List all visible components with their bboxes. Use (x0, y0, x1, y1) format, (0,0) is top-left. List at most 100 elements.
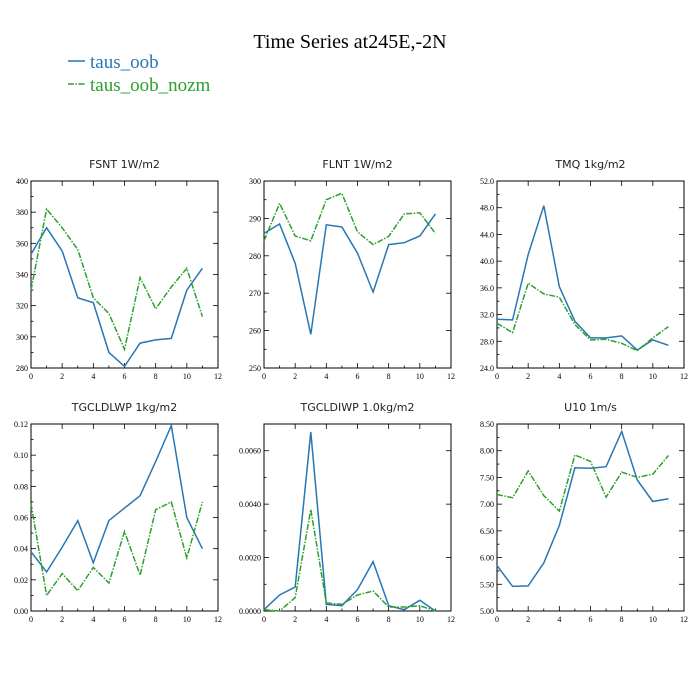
panel-4: TGCLDLWP 1kg/m2 0 2 4 6 8 10 12 0.00 0.02 0.04 0.06… (14, 401, 222, 624)
x-tick-label: 0 (29, 372, 33, 381)
panel-5: TGCLDIWP 1.0kg/m2 0 2 4 6 8 10 12 0.0000 0.0020 0.… (239, 401, 455, 624)
x-tick-label: 10 (183, 615, 191, 624)
series-line-taus-oob (263, 431, 436, 612)
panel-3: TMQ 1kg/m2 0 2 4 6 8 10 12 24.0 28.0 32.0 36.0 40.0 4… (480, 158, 688, 381)
x-tick-label: 12 (680, 615, 688, 624)
x-tick-label: 10 (183, 372, 191, 381)
y-tick-label: 0.04 (14, 545, 28, 554)
x-tick-label: 0 (262, 372, 266, 381)
figure-title: Time Series at245E,-2N (253, 31, 446, 53)
x-tick-label: 8 (387, 615, 391, 624)
series-line-taus-oob (496, 205, 669, 351)
x-tick-label: 6 (123, 372, 127, 381)
x-tick-label: 0 (29, 615, 33, 624)
y-tick-label: 44.0 (480, 230, 494, 239)
x-tick-label: 2 (60, 615, 64, 624)
y-tick-label: 5.00 (480, 607, 494, 616)
y-tick-label: 0.0060 (239, 447, 261, 456)
y-tick-label: 300 (249, 177, 261, 186)
panel-6: U10 1m/s 0 2 4 6 8 10 12 5.00 5.50 6.00 6.50 7.00 7.5… (480, 401, 688, 624)
y-tick-label: 260 (249, 327, 261, 336)
plot-frame (263, 423, 452, 612)
y-tick-label: 0.0020 (239, 554, 261, 563)
x-tick-label: 0 (495, 615, 499, 624)
y-tick-label: 290 (249, 214, 261, 223)
panel-title: FSNT 1W/m2 (89, 158, 160, 171)
series-line-taus-oob-nozm (496, 453, 669, 513)
panel-title: TGCLDLWP 1kg/m2 (71, 401, 177, 414)
y-tick-label: 250 (249, 364, 261, 373)
y-tick-label: 6.50 (480, 527, 494, 536)
plot-frame (30, 180, 219, 369)
y-tick-label: 0.08 (14, 482, 28, 491)
y-tick-label: 5.50 (480, 580, 494, 589)
x-tick-label: 12 (214, 372, 222, 381)
y-tick-label: 7.50 (480, 473, 494, 482)
y-tick-label: 270 (249, 289, 261, 298)
x-tick-label: 10 (649, 372, 657, 381)
y-tick-label: 380 (16, 208, 28, 217)
x-tick-label: 6 (589, 615, 593, 624)
series-line-taus-oob (30, 226, 204, 368)
x-tick-label: 0 (495, 372, 499, 381)
y-tick-label: 52.0 (480, 177, 494, 186)
y-tick-label: 0.0040 (239, 500, 261, 509)
y-tick-label: 36.0 (480, 284, 494, 293)
y-tick-label: 0.0000 (239, 607, 261, 616)
series-line-taus-oob (30, 422, 204, 574)
y-tick-label: 400 (16, 177, 28, 186)
x-tick-label: 8 (620, 372, 624, 381)
panel-title: U10 1m/s (564, 401, 617, 414)
y-tick-label: 8.00 (480, 447, 494, 456)
x-tick-label: 4 (91, 372, 95, 381)
x-tick-label: 10 (416, 372, 424, 381)
plot-frame (30, 423, 219, 612)
panels: FSNT 1W/m20 2 4 6 8 10 12280300320340360380400… (14, 158, 688, 624)
y-tick-label: 0.12 (14, 420, 28, 429)
x-tick-label: 10 (416, 615, 424, 624)
plot-frame (496, 423, 685, 612)
x-tick-label: 2 (293, 615, 297, 624)
x-tick-label: 6 (356, 372, 360, 381)
panel-title: FLNT 1W/m2 (322, 158, 392, 171)
x-tick-label: 8 (154, 615, 158, 624)
y-tick-label: 0.02 (14, 576, 28, 585)
x-tick-label: 12 (680, 372, 688, 381)
y-tick-label: 360 (16, 239, 28, 248)
y-tick-label: 0.00 (14, 607, 28, 616)
legend: taus_oob taus_oob_nozm (68, 52, 211, 96)
x-tick-label: 0 (262, 615, 266, 624)
y-tick-label: 320 (16, 302, 28, 311)
x-tick-label: 4 (91, 615, 95, 624)
x-tick-label: 12 (447, 372, 455, 381)
y-tick-label: 280 (16, 364, 28, 373)
series-line-taus-oob-nozm (263, 192, 436, 246)
y-tick-label: 7.00 (480, 500, 494, 509)
x-tick-label: 4 (324, 372, 328, 381)
legend-label-taus-oob-nozm: taus_oob_nozm (90, 75, 211, 96)
x-tick-label: 4 (557, 615, 561, 624)
panel-title: TMQ 1kg/m2 (554, 158, 625, 171)
x-tick-label: 12 (447, 615, 455, 624)
series-line-taus-oob-nozm (30, 207, 204, 352)
y-tick-label: 40.0 (480, 257, 494, 266)
x-tick-label: 6 (589, 372, 593, 381)
legend-label-taus-oob: taus_oob (90, 52, 159, 73)
x-tick-label: 6 (123, 615, 127, 624)
x-tick-label: 4 (557, 372, 561, 381)
y-tick-label: 6.00 (480, 554, 494, 563)
series-line-taus-oob (496, 429, 669, 588)
x-tick-label: 10 (649, 615, 657, 624)
x-tick-label: 4 (324, 615, 328, 624)
series-line-taus-oob (263, 213, 437, 335)
y-tick-label: 280 (249, 252, 261, 261)
y-tick-label: 300 (16, 333, 28, 342)
x-tick-label: 2 (293, 372, 297, 381)
x-tick-label: 2 (526, 372, 530, 381)
x-tick-label: 8 (387, 372, 391, 381)
series-line-taus-oob-nozm (30, 500, 204, 598)
panel-2: FLNT 1W/m2 0 2 4 6 8 10 12 250 260 270 280 290 300 (249, 158, 455, 381)
x-tick-label: 8 (154, 372, 158, 381)
y-tick-label: 8.50 (480, 420, 494, 429)
